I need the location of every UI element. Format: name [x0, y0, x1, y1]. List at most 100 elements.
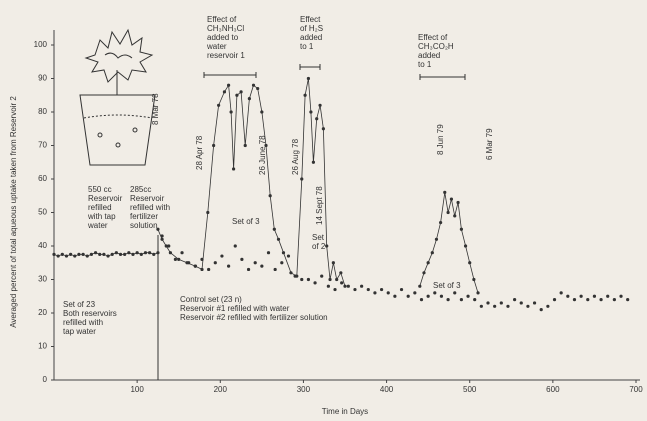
- data-point: [566, 295, 569, 298]
- date-label: 8 Mar 78: [151, 93, 160, 125]
- data-point: [174, 258, 177, 261]
- data-point: [546, 305, 549, 308]
- data-point: [160, 238, 163, 241]
- x-tick-label: 700: [629, 385, 643, 394]
- y-tick-label: 80: [38, 107, 47, 116]
- data-point: [252, 84, 255, 87]
- data-point: [289, 271, 292, 274]
- data-point: [260, 110, 263, 113]
- data-point: [431, 251, 434, 254]
- data-point: [343, 285, 346, 288]
- annotation: Set of 23: [63, 300, 96, 309]
- data-point: [320, 275, 323, 278]
- data-point: [300, 177, 303, 180]
- data-point: [127, 251, 130, 254]
- x-tick-label: 400: [380, 385, 394, 394]
- data-point: [367, 288, 370, 291]
- y-tick-label: 70: [38, 141, 47, 150]
- y-tick-label: 100: [34, 40, 48, 49]
- data-point: [212, 144, 215, 147]
- data-point: [227, 265, 230, 268]
- data-point: [476, 291, 479, 294]
- data-point: [274, 268, 277, 271]
- y-tick-label: 40: [38, 241, 47, 250]
- data-point: [553, 298, 556, 301]
- data-point: [90, 253, 93, 256]
- data-point: [339, 271, 342, 274]
- data-point: [439, 221, 442, 224]
- data-point: [169, 251, 172, 254]
- data-point: [303, 94, 306, 97]
- data-point: [287, 254, 290, 257]
- data-point: [387, 291, 390, 294]
- x-axis-title: Time in Days: [322, 407, 368, 416]
- data-point: [307, 278, 310, 281]
- data-point: [440, 295, 443, 298]
- annotation: Both reservoirs: [63, 309, 117, 318]
- plant-illustration: [80, 30, 155, 165]
- annotation: Reservoir #2 refilled with fertilizer so…: [180, 313, 328, 322]
- data-point: [540, 308, 543, 311]
- data-point: [446, 211, 449, 214]
- data-point: [240, 258, 243, 261]
- y-tick-label: 90: [38, 74, 47, 83]
- data-point: [443, 191, 446, 194]
- annotation: added to: [207, 33, 239, 42]
- annotation: refilled with: [130, 203, 170, 212]
- data-point: [217, 104, 220, 107]
- data-point: [473, 298, 476, 301]
- data-point: [307, 77, 310, 80]
- annotation: Effect of: [207, 15, 237, 24]
- data-point: [580, 295, 583, 298]
- data-point: [586, 298, 589, 301]
- data-point: [335, 278, 338, 281]
- data-point: [244, 144, 247, 147]
- data-point: [513, 298, 516, 301]
- data-point: [57, 254, 60, 257]
- y-tick-label: 0: [43, 375, 48, 384]
- data-point: [98, 253, 101, 256]
- data-point: [119, 253, 122, 256]
- annotation: fertilizer: [130, 212, 158, 221]
- data-point: [328, 278, 331, 281]
- annotation: 285cc: [130, 185, 151, 194]
- data-point: [309, 110, 312, 113]
- data-point: [466, 295, 469, 298]
- data-point: [420, 298, 423, 301]
- annotation: of 2: [312, 242, 326, 251]
- data-point: [194, 265, 197, 268]
- y-tick-label: 20: [38, 308, 47, 317]
- data-point: [256, 87, 259, 90]
- data-point: [239, 90, 242, 93]
- data-point: [435, 238, 438, 241]
- date-label: 8 Jun 79: [436, 124, 445, 155]
- data-point: [422, 271, 425, 274]
- data-point: [464, 244, 467, 247]
- page: {"chart_data": { "type": "line", "ylabel…: [0, 0, 647, 421]
- data-point: [200, 268, 203, 271]
- data-point: [207, 268, 210, 271]
- data-point: [115, 251, 118, 254]
- data-point: [593, 295, 596, 298]
- data-point: [223, 90, 226, 93]
- y-tick-label: 10: [38, 342, 47, 351]
- data-point: [460, 298, 463, 301]
- data-point: [380, 288, 383, 291]
- data-point: [77, 253, 80, 256]
- data-point: [248, 97, 251, 100]
- data-point: [73, 254, 76, 257]
- data-point: [61, 253, 64, 256]
- data-point: [280, 261, 283, 264]
- data-point: [360, 285, 363, 288]
- data-point: [282, 251, 285, 254]
- data-point: [460, 228, 463, 231]
- data-point: [82, 253, 85, 256]
- data-point: [148, 251, 151, 254]
- data-point: [450, 198, 453, 201]
- annotation: of H₂S: [300, 24, 323, 33]
- data-point: [619, 295, 622, 298]
- annotation: tap water: [63, 327, 96, 336]
- data-point: [626, 298, 629, 301]
- annotation: with tap: [87, 212, 116, 221]
- data-point: [413, 291, 416, 294]
